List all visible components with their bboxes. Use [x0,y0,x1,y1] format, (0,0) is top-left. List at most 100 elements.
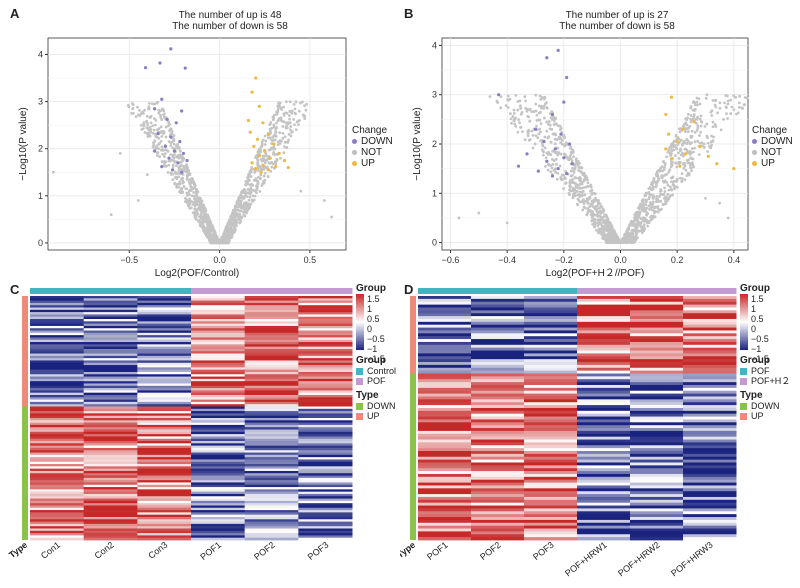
point-not [161,152,164,156]
heatmap-cell [524,405,578,409]
point-not [155,154,159,157]
heatmap-cell [471,522,525,527]
heatmap-cell [298,411,353,414]
heatmap-cell [30,346,85,350]
heatmap-cell [471,350,525,354]
heatmap-cell [298,335,353,338]
heatmap-cell [137,459,192,463]
point-not [669,154,673,158]
heatmap-cell [137,427,192,430]
point-down [165,117,169,122]
point-not [689,166,693,170]
heatmap-cell [418,324,472,328]
heatmap-cell [298,528,353,532]
point-not [248,191,252,195]
heatmap-cell [524,390,578,394]
heatmap-cell [683,491,737,495]
heatmap-cell [630,410,684,415]
heatmap-cell [630,453,684,458]
point-not [667,148,671,152]
point-not [199,200,203,204]
heatmap-cell [630,514,684,518]
point-not [570,159,574,163]
point-not [588,195,592,199]
point-down [536,169,540,173]
heatmap-cell [471,405,525,409]
point-not [689,136,693,139]
heatmap-cell [191,404,246,407]
point-down [172,149,177,153]
point-not [714,105,718,109]
heatmap-cell [683,522,737,527]
point-not [285,100,288,104]
point-not [516,108,520,112]
point-not [608,231,612,234]
heatmap-cell [683,451,737,455]
point-not [280,106,283,110]
point-not [158,141,162,145]
point-not [677,156,681,160]
point-not [700,144,704,148]
point-not [203,214,207,217]
heatmap-cell [577,445,631,449]
heatmap-cell [298,355,353,359]
point-up [684,152,688,156]
heatmap-cell [30,523,85,527]
point-not [669,146,673,150]
heatmap-cell [683,436,737,440]
point-not [251,199,255,203]
heatmap-cell [683,416,737,420]
point-not [568,184,571,188]
heatmap-cell [191,298,246,302]
heatmap-cell [137,447,192,451]
heatmap-cell [298,362,353,366]
point-not [109,213,113,217]
heatmap-cell [298,381,353,384]
heatmap-cell [83,424,138,428]
point-not [539,122,543,126]
point-not [661,193,665,197]
point-not [554,171,558,174]
heatmap-cell [298,408,353,412]
heatmap-cell [524,350,578,354]
point-not [659,192,662,196]
heatmap-cell [471,410,525,415]
point-not [686,139,690,143]
point-not [293,111,297,115]
heatmap-cell [630,364,684,369]
heatmap-cell [683,333,737,337]
heatmap-cell [244,500,299,504]
heatmap-cell [524,433,578,438]
heatmap-cell [83,516,138,520]
point-not [538,127,542,131]
heatmap-cell [630,425,684,429]
point-not [696,139,700,143]
heatmap-cell [30,337,85,341]
heatmap-cell [30,441,85,444]
heatmap-cell [30,450,85,453]
heatmap-cell [83,422,138,426]
heatmap-cell [298,459,353,463]
heatmap-cell [683,419,737,423]
point-not [235,212,239,216]
point-not [288,117,291,121]
heatmap-cell [298,418,353,421]
heatmap-cell [683,362,737,366]
point-not [705,93,709,97]
heatmap-cell [630,310,684,314]
heatmap-cell [298,523,353,527]
heatmap-cell [30,332,85,336]
heatmap-cell [137,397,192,400]
point-not [248,172,251,175]
point-not [654,205,658,209]
heatmap-cell [137,316,192,320]
heatmap-cell [191,406,246,410]
point-not [267,161,271,165]
heatmap-cell [524,413,578,417]
point-not [521,130,524,134]
heatmap-cell [137,424,192,428]
point-not [167,140,171,144]
point-not [193,194,197,198]
y-tick-label: 1 [432,188,437,198]
heatmap-cell [191,415,246,419]
